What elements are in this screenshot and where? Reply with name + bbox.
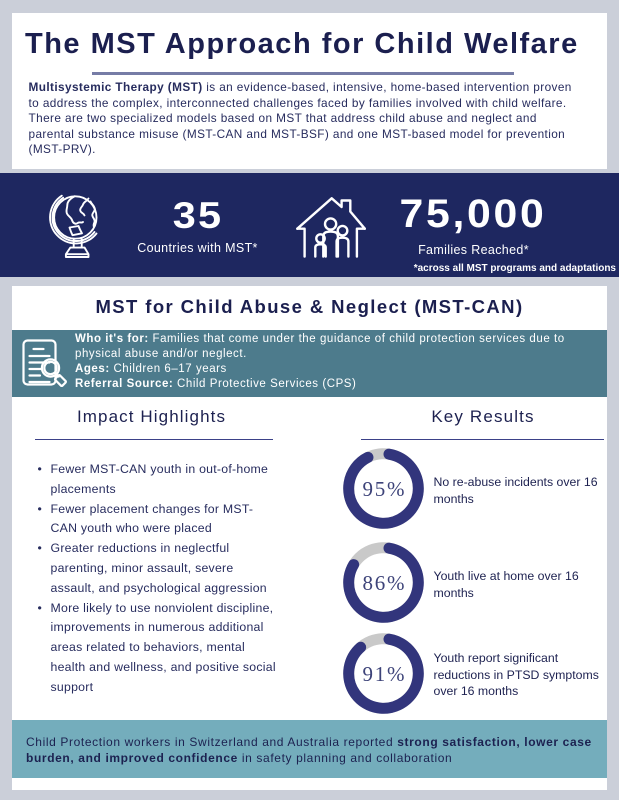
- svg-text:95%: 95%: [362, 477, 406, 501]
- svg-text:86%: 86%: [362, 571, 406, 595]
- svg-text:91%: 91%: [362, 662, 406, 686]
